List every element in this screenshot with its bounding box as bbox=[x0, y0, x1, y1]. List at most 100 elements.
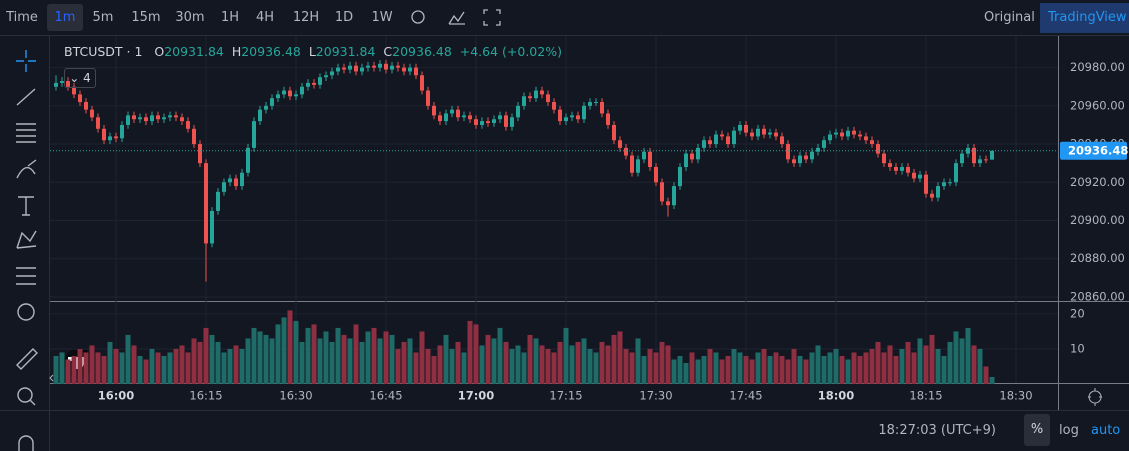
volume-bar bbox=[143, 359, 149, 384]
fullscreen-icon[interactable] bbox=[483, 9, 501, 26]
volume-bar bbox=[197, 341, 203, 384]
ruler-tool[interactable] bbox=[16, 348, 38, 370]
interval-button[interactable]: 15m bbox=[131, 10, 161, 25]
studies-count: 4 bbox=[83, 71, 91, 85]
volume-bar bbox=[323, 331, 329, 384]
x-tick-label: 18:15 bbox=[909, 389, 942, 403]
candle-body bbox=[300, 86, 304, 95]
volume-bar bbox=[635, 338, 641, 384]
candle-body bbox=[972, 147, 976, 164]
volume-bar bbox=[407, 338, 413, 384]
interval-button[interactable]: 5m bbox=[92, 10, 114, 25]
candle-body bbox=[624, 147, 628, 156]
candle-body bbox=[354, 65, 358, 72]
volume-bar bbox=[281, 317, 287, 384]
volume-bar bbox=[113, 348, 119, 384]
candle-body bbox=[888, 163, 892, 167]
volume-bar bbox=[455, 341, 461, 384]
volume-bar bbox=[935, 348, 941, 384]
candle-body bbox=[648, 151, 652, 167]
volume-bar bbox=[809, 352, 815, 384]
volume-bar bbox=[683, 362, 689, 384]
label: H bbox=[231, 44, 242, 59]
volume-bar bbox=[425, 348, 431, 384]
candle-body bbox=[858, 134, 862, 137]
candle-body bbox=[570, 115, 574, 118]
candle-body bbox=[744, 124, 748, 133]
volume-bar bbox=[929, 334, 935, 384]
candle-body bbox=[252, 121, 256, 148]
candle-body bbox=[456, 109, 460, 118]
volume-bar bbox=[761, 348, 767, 384]
interval-button[interactable]: 1W bbox=[371, 10, 393, 25]
candle-body bbox=[54, 82, 58, 87]
studies-toggle[interactable]: ⌄ 4 bbox=[64, 68, 96, 88]
emoji-tool[interactable] bbox=[17, 303, 35, 321]
volume-bar bbox=[575, 341, 581, 384]
candle-body bbox=[420, 75, 424, 91]
volume-bar bbox=[353, 324, 359, 384]
interval-button[interactable]: 1m bbox=[47, 4, 83, 31]
candle-body bbox=[372, 65, 376, 68]
candle-body bbox=[90, 109, 94, 118]
candle-body bbox=[750, 132, 754, 137]
candle-body bbox=[360, 67, 364, 72]
candle-body bbox=[630, 155, 634, 173]
volume-bar bbox=[137, 355, 143, 384]
trendline-tool[interactable] bbox=[16, 88, 36, 106]
x-tick-label: 17:00 bbox=[458, 389, 495, 403]
volume-bar bbox=[647, 348, 653, 384]
volume-bar bbox=[917, 338, 923, 384]
volume-bar bbox=[413, 352, 419, 384]
interval-button[interactable]: 1H bbox=[220, 10, 240, 25]
candle-body bbox=[492, 119, 496, 124]
text-tool[interactable] bbox=[18, 196, 34, 216]
bottom-bar: 18:27:03 (UTC+9) % log auto bbox=[0, 411, 1129, 451]
auto-button[interactable]: auto bbox=[1091, 423, 1121, 438]
candle-body bbox=[894, 166, 898, 171]
volume-bar bbox=[569, 345, 575, 384]
volume-bar bbox=[185, 352, 191, 384]
candle-body bbox=[126, 115, 130, 125]
x-tick-label: 16:45 bbox=[369, 389, 402, 403]
scroll-left[interactable] bbox=[49, 374, 54, 382]
candle-body bbox=[702, 140, 706, 148]
candle-body bbox=[474, 119, 478, 125]
magnet-tool[interactable] bbox=[18, 435, 34, 451]
volume-bar bbox=[335, 327, 341, 384]
candle-body bbox=[774, 132, 778, 137]
candle-body bbox=[792, 159, 796, 164]
view-button[interactable]: Original bbox=[984, 10, 1035, 25]
volume-bar bbox=[731, 348, 737, 384]
candle-body bbox=[534, 90, 538, 99]
volume-bar bbox=[257, 331, 263, 384]
indicators-icon[interactable] bbox=[448, 11, 465, 25]
y-tick-label: 20900.00 bbox=[1070, 213, 1125, 227]
interval-button[interactable]: 4H bbox=[255, 10, 275, 25]
interval-button[interactable]: 30m bbox=[175, 10, 205, 25]
volume-bar bbox=[803, 359, 809, 384]
percent-button[interactable]: % bbox=[1024, 414, 1050, 446]
candle-body bbox=[180, 117, 184, 122]
zoom-tool[interactable] bbox=[17, 387, 33, 403]
fib-tool[interactable] bbox=[16, 123, 36, 143]
candle-body bbox=[984, 159, 988, 161]
settings-icon[interactable] bbox=[411, 10, 425, 24]
log-button[interactable]: log bbox=[1059, 423, 1079, 438]
volume-bar bbox=[545, 348, 551, 384]
candle-body bbox=[450, 109, 454, 114]
candle-body bbox=[342, 67, 346, 70]
candle-body bbox=[402, 67, 406, 72]
pattern-tool[interactable] bbox=[16, 230, 37, 249]
brush-tool[interactable] bbox=[16, 159, 37, 179]
candle-body bbox=[924, 174, 928, 194]
y-tick-label: 20880.00 bbox=[1070, 251, 1125, 265]
interval-button[interactable]: 12H bbox=[292, 10, 320, 25]
settings-icon[interactable] bbox=[1088, 388, 1102, 406]
candle-body bbox=[726, 136, 730, 145]
crosshair-tool[interactable] bbox=[16, 50, 36, 72]
candle-body bbox=[672, 186, 676, 206]
interval-button[interactable]: 1D bbox=[334, 10, 354, 25]
forecast-tool[interactable] bbox=[16, 267, 36, 285]
view-button[interactable]: TradingView bbox=[1040, 3, 1129, 33]
